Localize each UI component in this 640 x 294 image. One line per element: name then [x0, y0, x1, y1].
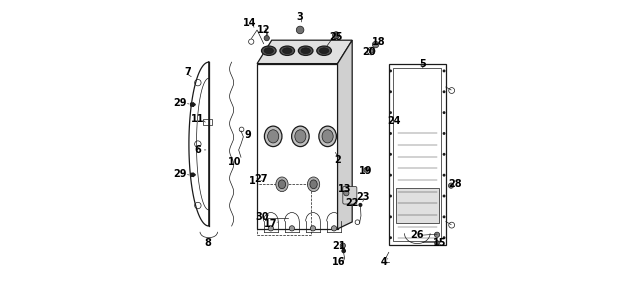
Circle shape [332, 226, 337, 231]
Circle shape [289, 226, 294, 231]
Circle shape [369, 49, 373, 53]
Circle shape [449, 183, 454, 188]
Circle shape [443, 69, 445, 72]
FancyBboxPatch shape [343, 186, 357, 204]
Ellipse shape [319, 126, 337, 147]
Ellipse shape [268, 130, 279, 143]
Circle shape [333, 32, 340, 39]
Circle shape [372, 41, 379, 48]
Circle shape [340, 243, 346, 248]
Text: 15: 15 [433, 238, 446, 248]
Text: 18: 18 [372, 37, 385, 47]
Ellipse shape [301, 48, 310, 54]
Text: 6: 6 [195, 145, 201, 155]
Circle shape [264, 36, 269, 41]
Text: 20: 20 [362, 47, 376, 57]
Circle shape [443, 236, 445, 239]
Circle shape [443, 174, 445, 177]
Text: 11: 11 [191, 114, 204, 124]
Text: 26: 26 [410, 230, 424, 240]
Circle shape [443, 132, 445, 135]
Text: 12: 12 [257, 25, 270, 35]
Text: 5: 5 [419, 59, 426, 69]
FancyArrow shape [191, 103, 195, 106]
Ellipse shape [322, 130, 333, 143]
Polygon shape [337, 40, 352, 229]
Circle shape [344, 191, 349, 196]
FancyArrow shape [191, 173, 195, 177]
Ellipse shape [282, 48, 292, 54]
Circle shape [435, 232, 440, 238]
Text: 23: 23 [356, 192, 370, 202]
Text: 14: 14 [243, 18, 256, 28]
Bar [257, 183, 311, 235]
Bar [388, 64, 446, 245]
Ellipse shape [280, 46, 294, 55]
Circle shape [389, 132, 392, 135]
Circle shape [389, 216, 392, 218]
Text: 4: 4 [381, 257, 388, 267]
Polygon shape [257, 40, 352, 64]
Ellipse shape [292, 126, 309, 147]
Circle shape [310, 226, 316, 231]
Circle shape [389, 236, 392, 239]
Text: 25: 25 [330, 32, 343, 42]
Text: 3: 3 [296, 12, 303, 22]
Text: 29: 29 [173, 169, 187, 179]
Text: 30: 30 [255, 212, 269, 222]
Text: 1: 1 [249, 176, 255, 186]
Circle shape [443, 111, 445, 114]
Ellipse shape [295, 130, 306, 143]
Text: 29: 29 [173, 98, 187, 108]
Circle shape [389, 195, 392, 198]
Circle shape [389, 174, 392, 177]
Circle shape [389, 153, 392, 156]
Circle shape [358, 203, 362, 207]
Text: 13: 13 [337, 183, 351, 193]
Bar [393, 68, 442, 240]
Ellipse shape [264, 48, 273, 54]
Circle shape [443, 195, 445, 198]
Text: 17: 17 [264, 219, 278, 229]
Ellipse shape [317, 46, 332, 55]
Ellipse shape [278, 180, 285, 189]
Text: 9: 9 [245, 130, 252, 140]
Circle shape [443, 153, 445, 156]
Text: 10: 10 [228, 157, 241, 167]
Text: 24: 24 [387, 116, 401, 126]
Circle shape [389, 69, 392, 72]
Text: 19: 19 [358, 166, 372, 176]
Text: 22: 22 [345, 198, 358, 208]
Circle shape [389, 90, 392, 93]
Circle shape [435, 240, 440, 245]
Ellipse shape [319, 48, 329, 54]
Ellipse shape [262, 46, 276, 55]
Ellipse shape [264, 126, 282, 147]
Ellipse shape [298, 46, 313, 55]
Circle shape [443, 90, 445, 93]
Text: 28: 28 [448, 179, 461, 189]
Circle shape [341, 248, 346, 253]
Text: 27: 27 [254, 173, 268, 183]
Bar [203, 119, 212, 125]
Circle shape [364, 168, 369, 172]
Ellipse shape [276, 177, 288, 192]
Text: 21: 21 [332, 241, 346, 251]
Ellipse shape [310, 180, 317, 189]
Circle shape [389, 111, 392, 114]
Circle shape [296, 26, 304, 34]
Circle shape [443, 216, 445, 218]
Text: 16: 16 [332, 257, 346, 267]
Text: 7: 7 [184, 67, 191, 77]
Text: 2: 2 [334, 155, 341, 165]
Circle shape [268, 226, 273, 231]
Text: 8: 8 [204, 238, 211, 248]
Ellipse shape [307, 177, 320, 192]
Bar [396, 188, 438, 223]
